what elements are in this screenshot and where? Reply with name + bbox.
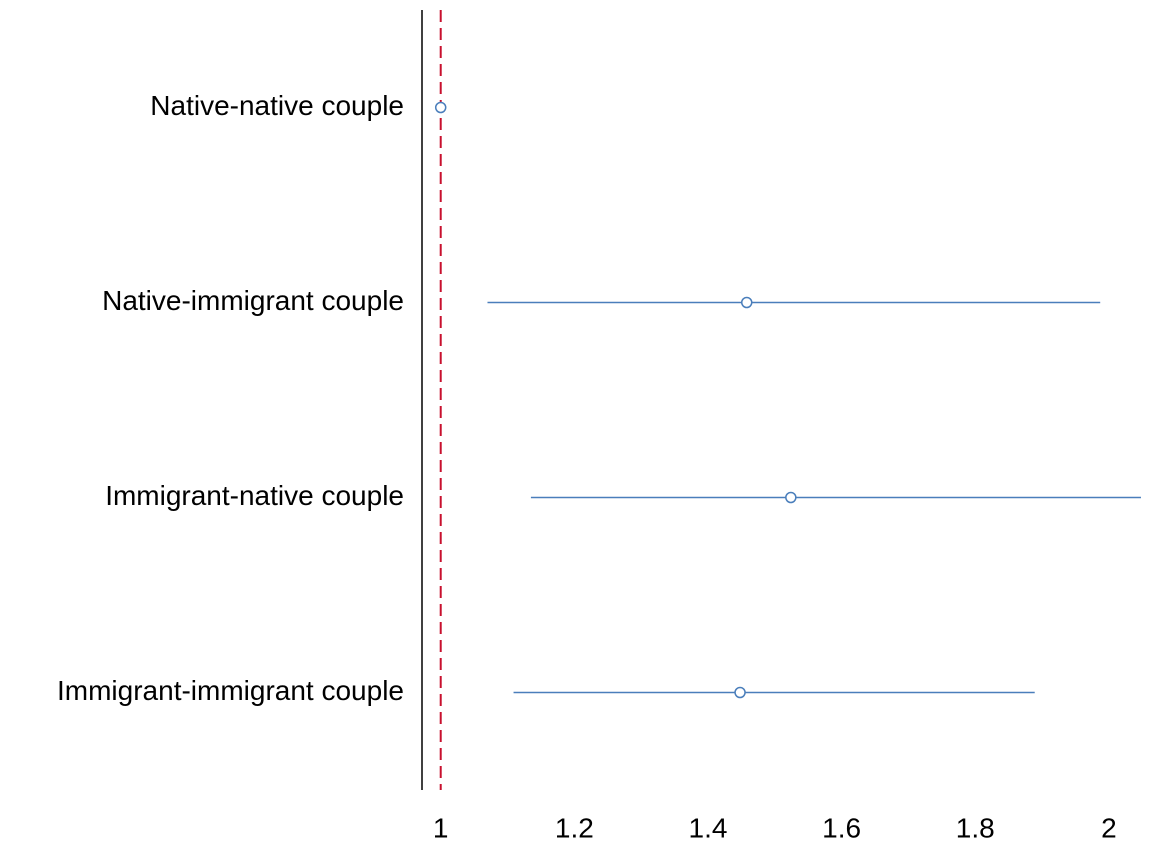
point-estimate — [740, 296, 753, 309]
point-estimate — [734, 686, 746, 699]
x-tick-label: 2 — [1101, 812, 1117, 843]
point-estimate — [785, 491, 797, 504]
x-tick-label: 1.2 — [555, 812, 594, 843]
x-tick-label: 1.6 — [822, 812, 861, 843]
point-estimate — [434, 101, 447, 114]
y-tick-label: Immigrant-immigrant couple — [57, 675, 404, 706]
y-tick-label: Native-immigrant couple — [102, 285, 404, 316]
y-tick-label: Native-native couple — [150, 90, 404, 121]
x-tick-label: 1.4 — [689, 812, 728, 843]
x-tick-label: 1 — [433, 812, 449, 843]
x-tick-label: 1.8 — [956, 812, 995, 843]
y-tick-label: Immigrant-native couple — [105, 480, 404, 511]
